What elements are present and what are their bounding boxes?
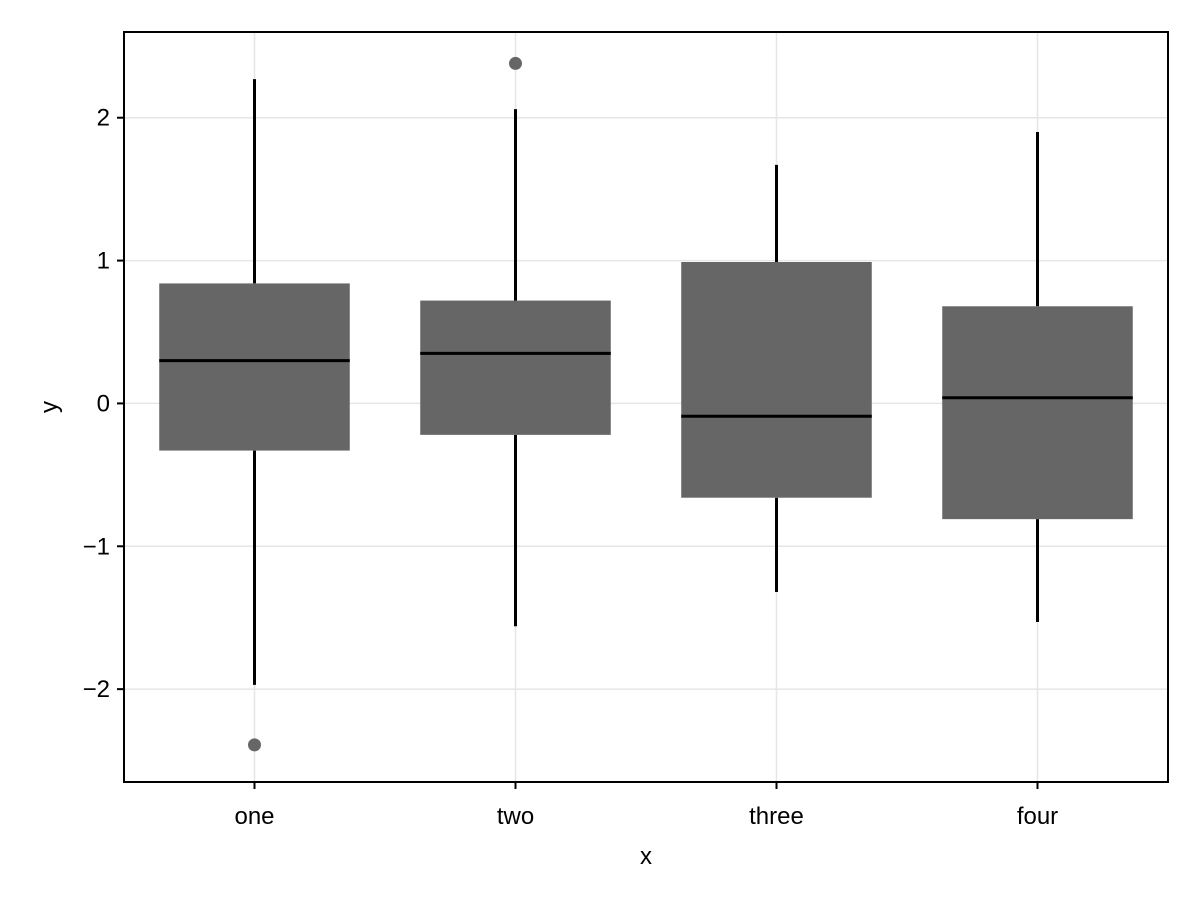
y-tick-label: 2 [97,105,110,132]
y-axis-label: y [36,401,63,413]
box-iqr [159,283,350,451]
y-tick-label: −2 [83,676,110,703]
box-iqr [681,262,872,498]
box-iqr [942,306,1133,520]
box-iqr [420,300,611,435]
box-group-two [420,56,611,627]
y-tick-label: −1 [83,533,110,560]
x-axis-label: x [640,843,652,870]
box-group-one [159,79,350,752]
y-tick-label: 1 [97,248,110,275]
outlier-point [509,56,522,70]
x-tick-label-three: three [749,803,804,830]
x-tick-label-two: two [497,803,534,830]
x-tick-label-four: four [1017,803,1058,830]
x-tick-label-one: one [234,803,274,830]
y-tick-label: 0 [97,390,110,417]
outlier-point [248,738,261,752]
axis-ticks: −2 −1 0 1 2 one two three four [83,105,1059,830]
plot-frame [123,31,1169,783]
box-group-three [681,164,872,592]
box-group-four [942,132,1133,622]
box-marks [159,56,1133,752]
